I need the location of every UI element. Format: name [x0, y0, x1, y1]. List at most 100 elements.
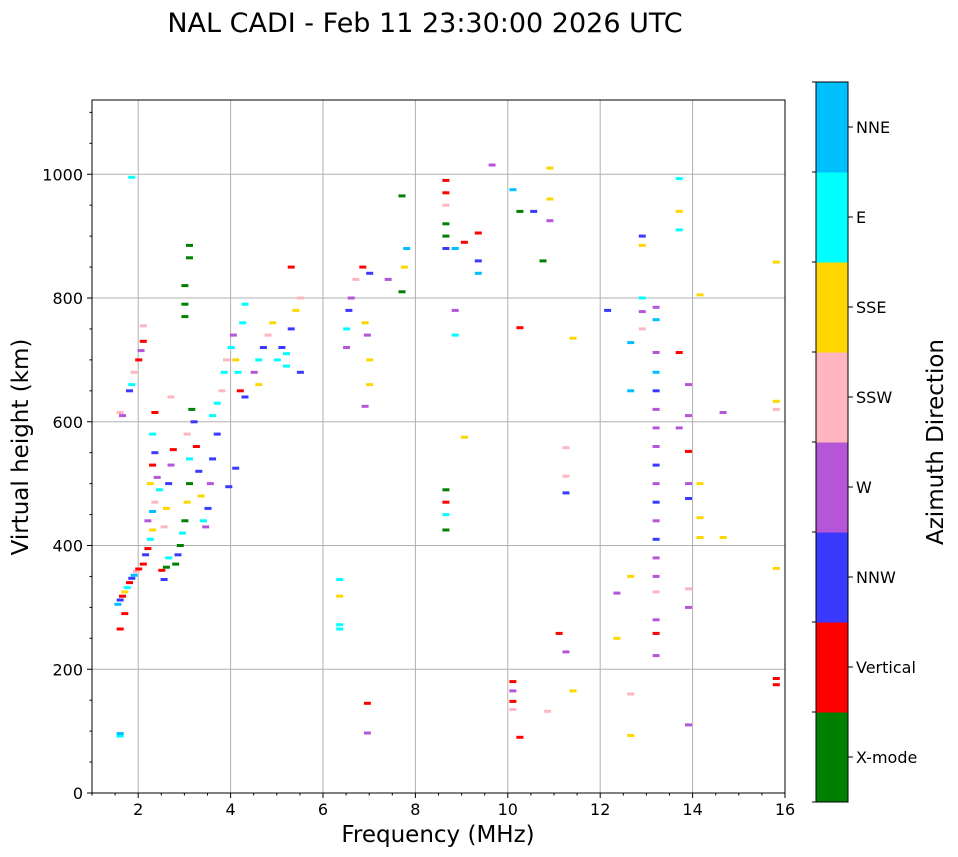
data-point — [206, 482, 214, 486]
data-point — [121, 612, 129, 616]
data-point — [283, 352, 290, 356]
data-point — [135, 358, 143, 362]
x-tick-label: 14 — [682, 800, 702, 819]
data-point — [153, 475, 161, 479]
data-point — [114, 602, 122, 606]
data-point — [192, 445, 200, 448]
data-point — [509, 708, 517, 711]
data-point — [562, 491, 570, 495]
data-point — [239, 321, 247, 325]
data-point — [259, 346, 267, 349]
x-tick-label: 12 — [590, 800, 610, 819]
data-point — [685, 605, 692, 609]
data-point — [296, 370, 304, 374]
data-point — [255, 358, 263, 362]
data-point — [296, 296, 304, 300]
x-tick-label: 10 — [498, 800, 518, 819]
data-point — [696, 536, 704, 539]
chart-title: NAL CADI - Feb 11 23:30:00 2026 UTC — [167, 8, 682, 39]
data-point — [220, 370, 228, 374]
data-point — [539, 259, 547, 263]
data-point — [336, 594, 344, 598]
data-point — [227, 346, 235, 349]
data-point — [229, 333, 237, 337]
data-point — [269, 321, 277, 325]
data-point — [398, 290, 406, 294]
data-point — [652, 351, 660, 354]
data-point — [190, 420, 198, 424]
data-point — [336, 623, 344, 627]
data-point — [613, 591, 621, 595]
colorbar-tick-label: NNW — [856, 568, 896, 587]
data-point — [160, 525, 168, 529]
data-point — [363, 731, 371, 735]
data-point — [144, 519, 152, 523]
data-point — [685, 383, 692, 387]
data-point — [442, 222, 450, 226]
data-point — [264, 333, 272, 337]
data-point — [474, 231, 482, 235]
data-point — [403, 247, 411, 250]
data-point — [442, 500, 450, 504]
colorbar-tick-label: SSW — [856, 388, 892, 407]
data-point — [119, 594, 126, 598]
data-point — [555, 631, 563, 635]
data-point — [652, 445, 660, 448]
data-point — [197, 494, 205, 498]
data-point — [359, 265, 367, 269]
data-point — [149, 432, 157, 436]
data-point — [139, 339, 147, 343]
grid — [92, 100, 785, 793]
data-point — [232, 466, 240, 470]
data-point — [181, 284, 189, 288]
data-point — [366, 271, 374, 275]
data-point — [183, 500, 191, 504]
data-point — [174, 553, 182, 557]
y-tick-label: 800 — [52, 289, 83, 308]
x-tick-label: 8 — [410, 800, 420, 819]
data-point — [509, 699, 517, 703]
data-point — [151, 411, 159, 414]
colorbar-tick-label: X-mode — [856, 748, 917, 767]
data-point — [126, 389, 133, 393]
data-point — [255, 383, 263, 387]
colorbar-tick-label: W — [856, 478, 872, 497]
data-point — [652, 519, 660, 523]
data-point — [218, 389, 226, 393]
data-point — [149, 463, 157, 467]
colorbar-label: Azimuth Direction — [923, 339, 949, 545]
data-point — [546, 197, 554, 201]
data-point — [696, 293, 704, 297]
data-point — [186, 243, 193, 247]
data-point — [250, 370, 258, 374]
data-point — [352, 277, 360, 281]
y-axis-label: Virtual height (km) — [8, 339, 34, 556]
data-point — [146, 537, 154, 541]
data-point — [116, 732, 124, 736]
data-point — [442, 178, 450, 182]
data-point — [562, 446, 570, 450]
data-point — [132, 570, 140, 573]
data-point — [172, 562, 180, 566]
data-point — [638, 234, 646, 238]
data-point — [569, 689, 577, 693]
data-point — [160, 578, 168, 581]
colorbar-swatch — [816, 262, 848, 353]
data-point — [652, 426, 660, 430]
data-point — [516, 209, 524, 213]
data-point — [139, 562, 147, 566]
data-point — [652, 318, 660, 322]
data-point — [652, 389, 660, 393]
data-point — [675, 426, 683, 430]
data-point — [772, 566, 780, 570]
colorbar-swatch — [816, 172, 848, 263]
data-point — [442, 488, 450, 492]
colorbar-swatch — [816, 532, 848, 623]
data-point — [627, 734, 635, 737]
data-point — [363, 701, 371, 705]
data-point — [562, 474, 570, 478]
data-point — [361, 321, 369, 325]
data-point — [652, 482, 660, 486]
data-point — [116, 627, 124, 631]
data-point — [675, 228, 683, 232]
